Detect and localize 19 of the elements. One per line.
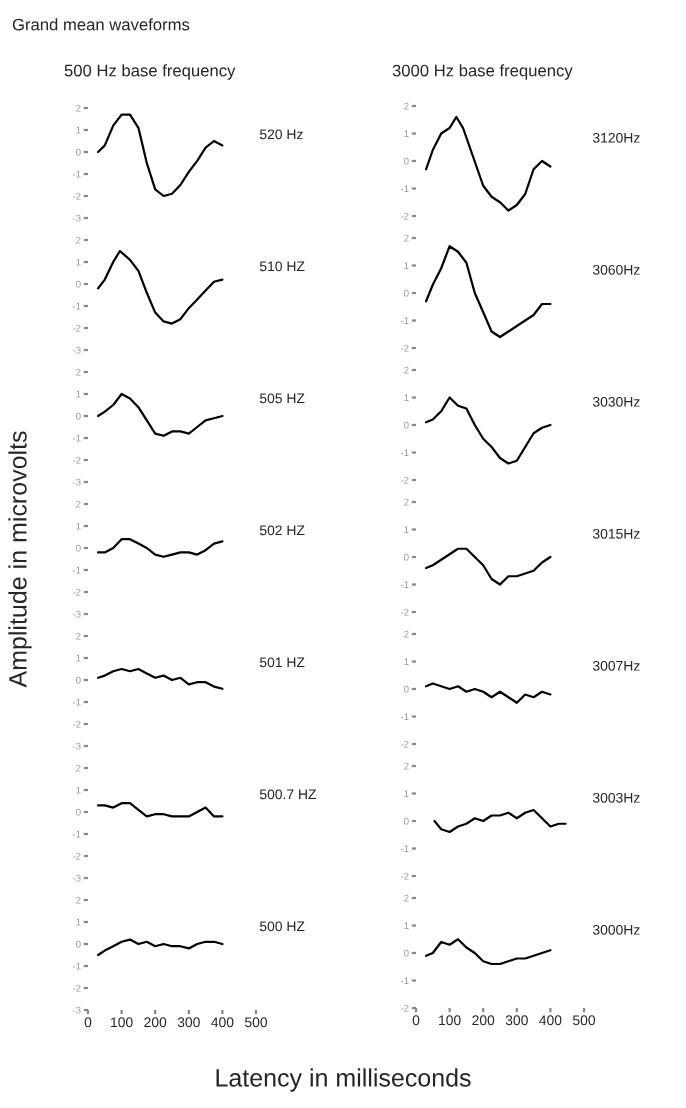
line-series bbox=[424, 547, 552, 586]
line-series bbox=[424, 245, 552, 339]
line-series bbox=[433, 808, 567, 834]
line-series bbox=[96, 538, 224, 558]
y-axis-title: Amplitude in microvolts bbox=[8, 431, 32, 688]
line-series bbox=[424, 396, 552, 465]
chart-title: 3000 Hz base frequency bbox=[392, 64, 573, 80]
line-series bbox=[96, 113, 224, 198]
line-series bbox=[96, 249, 224, 325]
line-series bbox=[96, 667, 224, 690]
line-series bbox=[424, 682, 552, 704]
line-series bbox=[96, 938, 224, 957]
x-axis-title: Latency in milliseconds bbox=[216, 1068, 471, 1092]
chart-title: 500 Hz base frequency bbox=[64, 64, 236, 80]
line-series bbox=[96, 392, 224, 437]
line-series bbox=[96, 802, 224, 818]
line-series bbox=[424, 115, 552, 212]
text: Grand mean waveforms bbox=[12, 18, 190, 31]
line-series bbox=[424, 938, 552, 966]
